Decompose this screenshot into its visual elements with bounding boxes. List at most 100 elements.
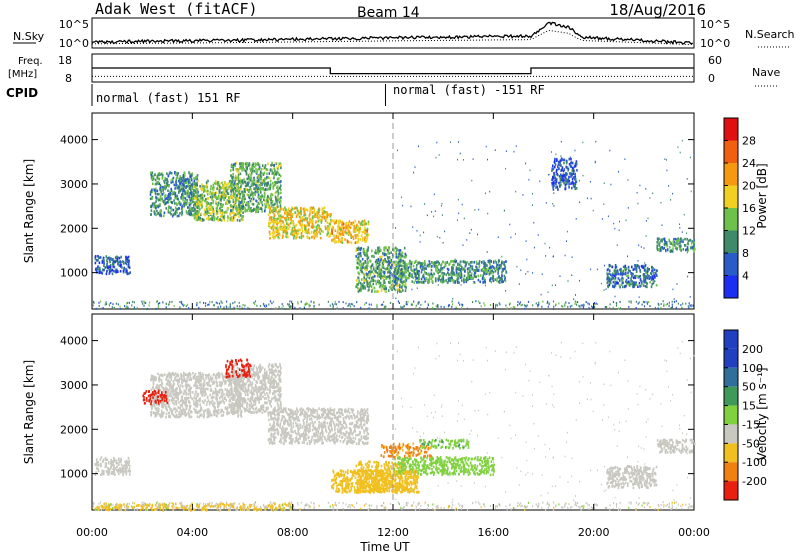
power-cell	[431, 280, 433, 283]
power-cell	[276, 191, 278, 194]
power-cell	[188, 307, 189, 309]
power-cell	[161, 188, 163, 191]
power-cell	[665, 251, 666, 253]
power-cell	[194, 217, 196, 220]
power-cell	[337, 236, 339, 239]
power-cell	[402, 255, 404, 258]
power-cell	[579, 201, 580, 203]
velocity-cell	[209, 394, 211, 397]
power-cell	[251, 191, 253, 194]
power-cell	[563, 179, 565, 182]
power-cell	[433, 272, 435, 275]
power-cell	[116, 303, 117, 305]
power-cell	[663, 305, 664, 307]
power-cell	[450, 280, 452, 283]
power-cell	[269, 237, 271, 240]
power-cell	[651, 270, 653, 273]
power-cell	[687, 178, 688, 180]
power-cell	[467, 308, 468, 310]
power-cell	[227, 192, 229, 195]
power-cell	[368, 289, 370, 292]
power-cell	[360, 255, 362, 258]
power-cell	[275, 210, 277, 213]
power-cell	[377, 249, 379, 252]
power-cell	[285, 208, 287, 211]
power-cell	[215, 195, 217, 198]
power-cell	[328, 235, 330, 238]
power-cell	[416, 264, 418, 267]
power-cell	[230, 308, 231, 310]
power-cell	[505, 290, 506, 292]
power-cell	[229, 213, 231, 216]
power-cell	[302, 230, 304, 233]
power-cell	[569, 163, 571, 166]
power-cell	[398, 271, 400, 274]
power-cell	[637, 203, 638, 205]
power-cell	[107, 261, 109, 264]
power-cell	[357, 262, 359, 265]
power-cell	[605, 306, 606, 308]
power-cell	[482, 281, 484, 284]
power-cell	[449, 263, 451, 266]
power-cell	[105, 266, 107, 269]
power-cell	[158, 199, 160, 202]
power-cell	[209, 192, 211, 195]
power-cell	[637, 192, 638, 194]
power-cell	[174, 305, 175, 307]
power-cell	[395, 261, 397, 264]
power-cell	[190, 208, 192, 211]
power-cell	[492, 265, 494, 268]
power-cell	[476, 267, 478, 270]
power-cell	[525, 163, 526, 165]
power-cell	[134, 301, 135, 303]
power-cell	[155, 183, 157, 186]
power-cell	[532, 304, 533, 306]
power-cell	[575, 165, 577, 168]
power-cell	[572, 181, 574, 184]
power-cell	[164, 212, 166, 215]
power-cell	[364, 304, 365, 306]
power-cell	[355, 220, 357, 223]
power-cell	[261, 194, 263, 197]
power-cell	[495, 307, 496, 309]
power-cell	[305, 217, 307, 220]
power-cell	[179, 175, 181, 178]
power-cell	[460, 261, 462, 264]
power-cell	[297, 236, 299, 239]
power-cell	[511, 307, 512, 309]
power-cell	[114, 270, 116, 273]
power-cell	[227, 219, 229, 222]
power-cell	[100, 301, 101, 303]
power-cell	[152, 183, 154, 186]
power-cell	[672, 193, 673, 195]
power-cell	[264, 210, 266, 213]
power-cell	[447, 271, 449, 274]
power-cell	[545, 243, 546, 245]
power-cell	[648, 218, 649, 220]
power-cell	[358, 235, 360, 238]
power-cell	[533, 222, 534, 224]
power-cell	[119, 306, 120, 308]
power-cell	[273, 164, 275, 167]
power-cell	[609, 150, 610, 152]
power-cell	[232, 180, 234, 183]
freq-tick-low: 8	[65, 72, 72, 85]
power-cell	[179, 306, 180, 308]
power-cell	[258, 180, 260, 183]
power-cell	[542, 273, 543, 275]
power-cell	[411, 206, 412, 208]
power-cell	[232, 167, 234, 170]
power-cell	[206, 181, 208, 184]
power-cell	[267, 200, 269, 203]
power-cell	[619, 269, 621, 272]
power-cell	[277, 168, 279, 171]
power-cell	[479, 266, 481, 269]
power-cell	[499, 281, 501, 284]
power-cell	[208, 216, 210, 219]
power-cell	[369, 307, 370, 309]
power-cell	[162, 193, 164, 196]
power-cell	[474, 272, 476, 275]
power-cell	[460, 153, 461, 155]
power-cell	[177, 184, 179, 187]
power-cell	[390, 302, 391, 304]
